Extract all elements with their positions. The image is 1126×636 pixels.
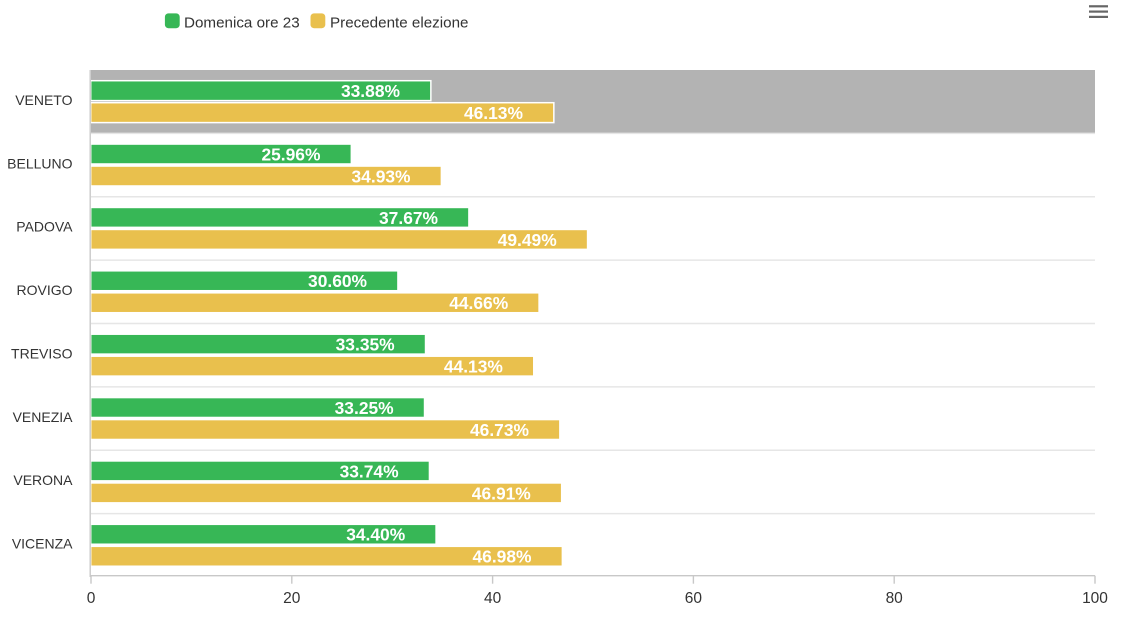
svg-text:100: 100 bbox=[1082, 590, 1108, 607]
svg-text:44.13%: 44.13% bbox=[444, 357, 503, 377]
svg-text:46.73%: 46.73% bbox=[470, 420, 529, 440]
svg-text:VENETO: VENETO bbox=[15, 92, 72, 108]
svg-text:33.88%: 33.88% bbox=[341, 81, 400, 101]
svg-text:0: 0 bbox=[87, 590, 96, 607]
svg-text:33.74%: 33.74% bbox=[340, 461, 399, 481]
svg-text:34.93%: 34.93% bbox=[352, 166, 411, 186]
svg-text:46.98%: 46.98% bbox=[472, 547, 531, 567]
svg-text:PADOVA: PADOVA bbox=[16, 219, 73, 235]
svg-text:60: 60 bbox=[685, 590, 703, 607]
svg-text:46.91%: 46.91% bbox=[472, 483, 531, 503]
svg-text:30.60%: 30.60% bbox=[308, 271, 367, 291]
svg-text:46.13%: 46.13% bbox=[464, 103, 523, 123]
svg-text:33.35%: 33.35% bbox=[336, 335, 395, 355]
svg-text:80: 80 bbox=[886, 590, 904, 607]
svg-text:TREVISO: TREVISO bbox=[11, 345, 73, 361]
svg-text:20: 20 bbox=[283, 590, 301, 607]
svg-text:Precedente elezione: Precedente elezione bbox=[330, 15, 468, 32]
svg-text:25.96%: 25.96% bbox=[261, 144, 320, 164]
svg-text:VERONA: VERONA bbox=[13, 472, 73, 488]
svg-text:VICENZA: VICENZA bbox=[12, 536, 73, 552]
svg-text:49.49%: 49.49% bbox=[498, 230, 557, 250]
svg-text:Domenica ore 23: Domenica ore 23 bbox=[184, 15, 300, 32]
svg-text:37.67%: 37.67% bbox=[379, 208, 438, 228]
svg-text:33.25%: 33.25% bbox=[335, 398, 394, 418]
svg-text:BELLUNO: BELLUNO bbox=[7, 155, 72, 171]
svg-text:40: 40 bbox=[484, 590, 502, 607]
svg-text:44.66%: 44.66% bbox=[449, 293, 508, 313]
svg-text:ROVIGO: ROVIGO bbox=[16, 282, 72, 298]
svg-text:VENEZIA: VENEZIA bbox=[13, 409, 74, 425]
svg-text:34.40%: 34.40% bbox=[346, 525, 405, 545]
